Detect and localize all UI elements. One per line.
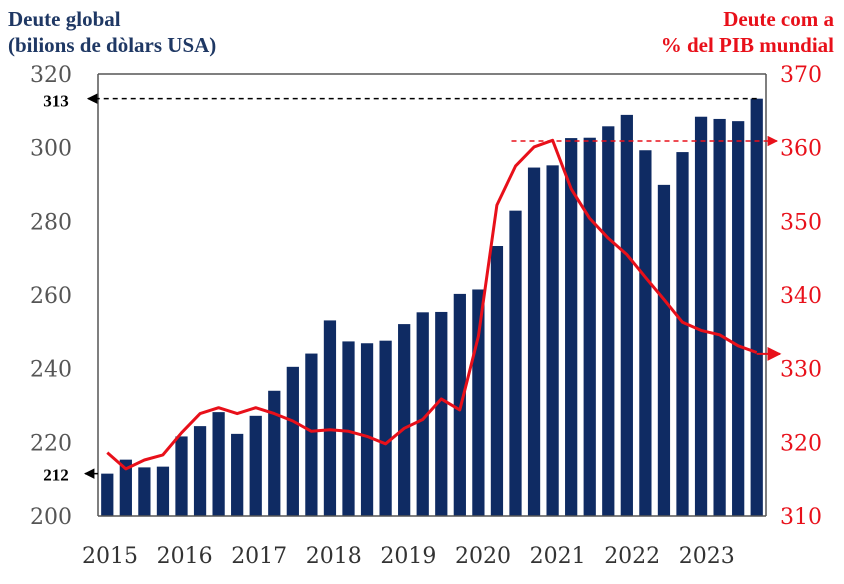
bar-16 [398,324,411,516]
bar-11 [305,353,318,516]
y-right-tick-label-3: 340 [780,284,822,309]
bar-30 [657,184,671,516]
right-axis-title: Deute com a % del PIB mundial [661,6,834,58]
bar-22 [509,210,522,516]
line-group [106,138,758,471]
x-tick-label-8: 2023 [679,544,735,569]
y-left-tick-label-4: 280 [30,210,72,235]
bar-21 [490,246,504,517]
y-left-tick-label-0: 200 [30,505,72,530]
bar-24 [546,165,559,516]
bar-4 [175,436,188,516]
bar-17 [416,312,429,516]
y-left-tick-label-3: 260 [30,284,72,309]
bar-32 [694,116,708,516]
y-right-tick-label-1: 320 [780,431,822,456]
bar-6 [212,412,225,516]
bar-2 [138,467,151,516]
bar-34 [732,121,745,516]
bar-10 [286,366,299,516]
x-tick-label-0: 2015 [82,544,138,569]
bar-18 [435,311,448,516]
y-right-tick-label-5: 360 [780,137,822,162]
bar-0 [101,473,114,516]
bar-25 [565,138,578,516]
bar-27 [602,126,615,516]
y-right-tick-label-4: 350 [780,210,822,235]
x-tick-label-2: 2017 [231,544,287,569]
bar-8 [249,415,262,516]
bar-13 [342,341,355,516]
right-axis-title-line1: Deute com a [723,7,834,31]
bar-29 [639,150,652,516]
y-left-tick-label-1: 220 [30,431,72,456]
debt-gdp-line [106,138,758,471]
x-tick-label-4: 2019 [380,544,436,569]
bar-3 [156,466,170,516]
x-tick-label-3: 2018 [306,544,362,569]
bar-20 [472,289,485,516]
bar-15 [379,340,392,516]
bar-26 [583,137,596,516]
bar-33 [713,118,726,516]
annotations-group: 313 212 [43,92,782,485]
y-right-tick-label-0: 310 [780,505,822,530]
bar-14 [360,343,374,516]
y-left-tick-label-6: 320 [30,63,72,88]
x-tick-label-7: 2022 [604,544,660,569]
x-tick-label-1: 2016 [157,544,213,569]
bar-35 [750,98,763,516]
bar-9 [268,390,281,516]
y-right-tick-label-2: 330 [780,358,822,383]
max-debt-label: 313 [43,92,69,111]
bar-28 [620,114,633,516]
x-tick-label-5: 2020 [455,544,511,569]
x-tick-label-6: 2021 [530,544,586,569]
right-axis-title-line2: % del PIB mundial [660,33,834,57]
bar-1 [119,459,132,516]
bar-5 [193,426,207,516]
y-left-tick-label-2: 240 [30,358,72,383]
min-debt-label: 212 [43,466,69,485]
y-right-tick-label-6: 370 [780,63,822,88]
bars-group [101,98,763,517]
bar-31 [676,152,689,516]
left-axis-title-line1: Deute global [8,7,121,31]
ticks-group: 2002202402602803003203103203303403503603… [30,63,822,569]
bar-12 [323,320,337,516]
bar-23 [527,167,541,516]
left-axis-title: Deute global (bilions de dòlars USA) [8,6,216,58]
bar-7 [231,433,244,516]
left-axis-title-line2: (bilions de dòlars USA) [8,33,217,57]
y-left-tick-label-5: 300 [30,137,72,162]
axes-group [97,73,767,517]
